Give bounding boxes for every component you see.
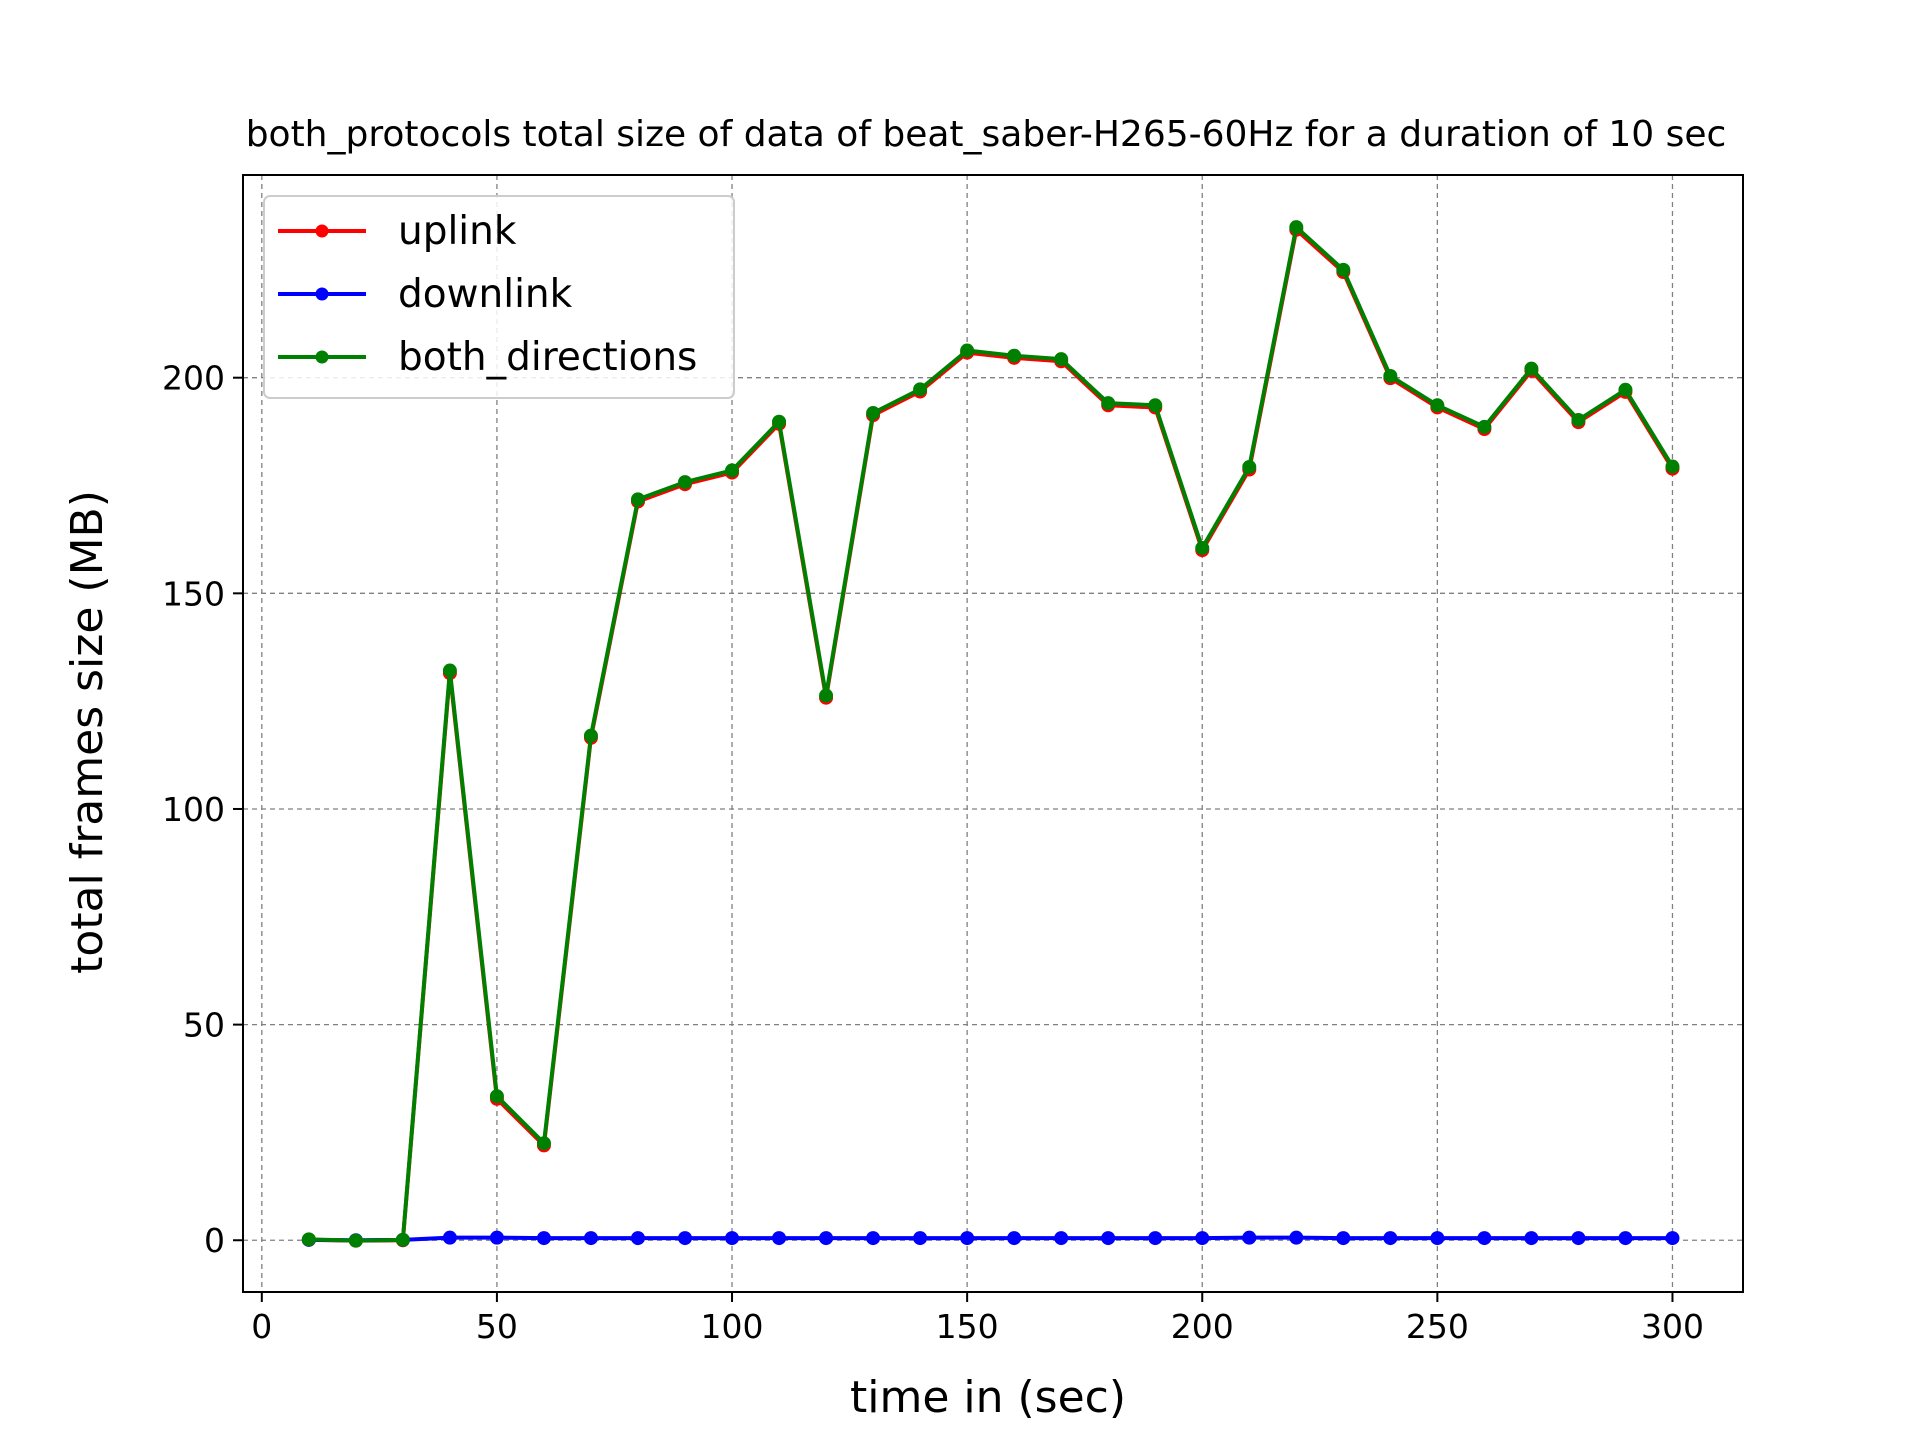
data-point-both-directions — [301, 1232, 316, 1247]
data-point-downlink — [1383, 1231, 1398, 1246]
data-point-both-directions — [772, 414, 787, 429]
y-tick-label: 50 — [183, 1006, 225, 1045]
data-point-downlink — [1054, 1231, 1069, 1246]
series-downlink — [301, 1230, 1680, 1248]
data-point-both-directions — [536, 1136, 551, 1151]
x-tick-label: 150 — [936, 1307, 999, 1346]
data-point-both-directions — [348, 1233, 363, 1248]
data-point-downlink — [1289, 1230, 1304, 1245]
data-point-downlink — [1195, 1231, 1210, 1246]
chart-title: both_protocols total size of data of bea… — [246, 114, 1727, 155]
data-point-downlink — [1477, 1231, 1492, 1246]
data-point-downlink — [1007, 1231, 1022, 1246]
data-point-downlink — [442, 1230, 457, 1245]
x-tick-label: 300 — [1641, 1307, 1704, 1346]
legend-marker-uplink — [315, 224, 329, 238]
data-point-both-directions — [1336, 262, 1351, 277]
data-point-downlink — [1101, 1231, 1116, 1246]
y-tick-label: 200 — [162, 359, 225, 398]
data-point-downlink — [536, 1231, 551, 1246]
legend-box — [263, 195, 735, 399]
legend-marker-downlink — [315, 287, 329, 301]
plot-frame — [242, 174, 1744, 1293]
y-tick-label: 150 — [162, 574, 225, 613]
series-layer — [301, 220, 1680, 1248]
axis-ticks: 0 50 100 150 200 250 300 0 50 100 150 200 — [162, 359, 1704, 1346]
data-point-both-directions — [1242, 459, 1257, 474]
legend-label-uplink: uplink — [398, 209, 517, 254]
data-point-both-directions — [442, 663, 457, 678]
data-point-both-directions — [1101, 396, 1116, 411]
y-tick-label: 100 — [162, 790, 225, 829]
data-point-downlink — [630, 1231, 645, 1246]
data-point-downlink — [1242, 1230, 1257, 1245]
data-point-both-directions — [395, 1232, 410, 1247]
series-both-directions — [301, 220, 1680, 1248]
data-point-downlink — [772, 1231, 787, 1246]
data-point-downlink — [1430, 1231, 1445, 1246]
data-point-downlink — [1571, 1231, 1586, 1246]
data-point-both-directions — [1195, 541, 1210, 556]
grid-lines — [243, 175, 1743, 1292]
data-point-both-directions — [630, 492, 645, 507]
data-point-downlink — [1148, 1231, 1163, 1246]
data-point-downlink — [489, 1230, 504, 1245]
data-point-both-directions — [725, 463, 740, 478]
data-point-downlink — [583, 1231, 598, 1246]
data-point-both-directions — [1383, 368, 1398, 383]
x-axis-label: time in (sec) — [850, 1372, 1126, 1423]
x-tick-label: 100 — [701, 1307, 764, 1346]
data-point-downlink — [1618, 1231, 1633, 1246]
x-tick-label: 200 — [1171, 1307, 1234, 1346]
data-point-both-directions — [866, 406, 881, 421]
data-point-both-directions — [583, 728, 598, 743]
legend-label-downlink: downlink — [398, 272, 573, 317]
x-tick-label: 250 — [1406, 1307, 1469, 1346]
data-point-both-directions — [1665, 459, 1680, 474]
y-axis-label: total frames size (MB) — [62, 490, 113, 974]
data-point-both-directions — [1477, 419, 1492, 434]
data-point-both-directions — [489, 1089, 504, 1104]
data-point-both-directions — [1571, 412, 1586, 427]
data-point-both-directions — [960, 343, 975, 358]
y-tick-label: 0 — [204, 1221, 225, 1260]
data-point-downlink — [913, 1231, 928, 1246]
x-tick-label: 0 — [251, 1307, 272, 1346]
data-point-downlink — [678, 1231, 693, 1246]
data-point-downlink — [1524, 1231, 1539, 1246]
data-point-both-directions — [1054, 352, 1069, 367]
legend-entry-uplink: uplink — [278, 209, 517, 254]
data-point-both-directions — [1289, 220, 1304, 235]
data-point-downlink — [866, 1231, 881, 1246]
data-point-both-directions — [1007, 348, 1022, 363]
series-line-downlink — [308, 1235, 1673, 1243]
x-tick-label: 50 — [476, 1307, 518, 1346]
legend-entry-downlink: downlink — [278, 272, 573, 317]
data-point-both-directions — [1430, 398, 1445, 413]
data-point-both-directions — [913, 382, 928, 397]
data-point-both-directions — [1618, 382, 1633, 397]
legend-label-both-directions: both_directions — [398, 335, 697, 380]
data-point-downlink — [1665, 1231, 1680, 1246]
data-point-downlink — [725, 1231, 740, 1246]
data-point-both-directions — [1148, 398, 1163, 413]
data-point-downlink — [819, 1231, 834, 1246]
legend-marker-both-directions — [315, 350, 329, 364]
data-point-both-directions — [678, 475, 693, 490]
data-point-both-directions — [819, 688, 834, 703]
series-line-both-directions — [308, 225, 1675, 1243]
data-point-both-directions — [1524, 361, 1539, 376]
legend-entry-both-directions: both_directions — [278, 335, 697, 380]
data-point-downlink — [1336, 1231, 1351, 1246]
legend: uplink downlink both_directions — [263, 195, 735, 399]
data-point-downlink — [960, 1231, 975, 1246]
